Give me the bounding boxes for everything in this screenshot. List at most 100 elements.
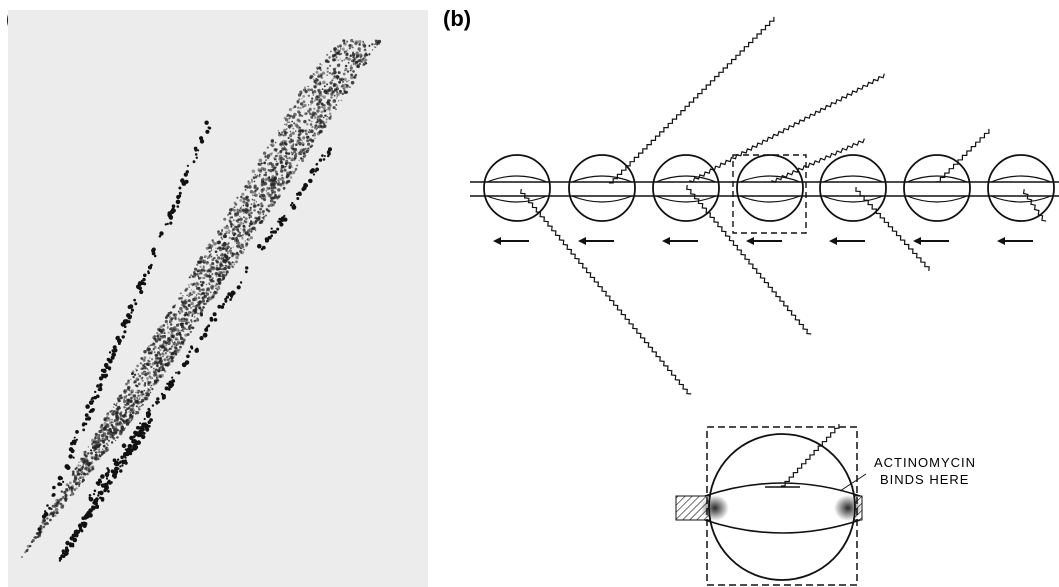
particle [310, 100, 314, 104]
particle [142, 365, 144, 367]
particle [270, 188, 273, 191]
particle [229, 237, 231, 239]
strand [823, 176, 883, 202]
particle [240, 196, 242, 198]
fibre-particle [130, 448, 134, 452]
particle [206, 288, 209, 291]
particle [224, 260, 226, 262]
particle [324, 125, 325, 126]
particle [196, 318, 198, 320]
particle [187, 314, 190, 317]
particle [170, 359, 173, 362]
fibre-particle [195, 153, 198, 156]
particle [75, 482, 78, 485]
particle [203, 260, 206, 263]
fibre-particle [296, 194, 298, 196]
particle [272, 145, 274, 147]
particle [216, 251, 218, 253]
particle [206, 270, 209, 273]
particle [141, 378, 143, 380]
particle [286, 128, 287, 129]
fibre-particle [88, 497, 90, 499]
fibre-particle [205, 130, 209, 134]
particle [222, 268, 225, 271]
particle [122, 419, 125, 422]
particle [281, 174, 283, 176]
particle [247, 187, 249, 189]
particle [162, 352, 165, 355]
particle [120, 394, 122, 396]
particle [328, 89, 331, 92]
particle [326, 109, 327, 110]
particle [259, 159, 263, 163]
particle [131, 415, 134, 418]
particle [303, 144, 304, 145]
particle [160, 346, 162, 348]
particle [305, 133, 308, 136]
particle [285, 143, 287, 145]
particle [81, 474, 82, 475]
particle [286, 156, 287, 157]
fibre-particle [158, 401, 160, 403]
particle [188, 296, 189, 297]
particle [253, 209, 256, 212]
particle [76, 487, 78, 489]
particle [270, 197, 273, 200]
particle [147, 349, 149, 351]
particle [291, 121, 293, 123]
particle [352, 70, 355, 73]
particle [199, 308, 201, 310]
particle [131, 394, 133, 396]
fibre-particle [314, 170, 316, 172]
fibre-particle [52, 486, 56, 490]
particle [146, 377, 149, 380]
particle [87, 452, 89, 454]
particle [134, 374, 136, 376]
particle [180, 344, 181, 345]
particle [324, 85, 326, 87]
particle [91, 443, 93, 445]
strand [740, 176, 800, 202]
particle [157, 369, 160, 372]
particle [233, 209, 236, 212]
particle [166, 349, 169, 352]
fibre-particle [292, 205, 297, 210]
particle [358, 47, 361, 50]
fibre-particle [178, 187, 181, 190]
fibre-particle [91, 397, 94, 400]
binding-site [834, 495, 862, 521]
fibre-particle [172, 204, 176, 208]
particle [115, 440, 116, 441]
particle [298, 152, 301, 155]
particle [203, 269, 205, 271]
particle [180, 292, 182, 294]
fibre-particle [245, 270, 248, 273]
particle [209, 273, 210, 274]
particle [157, 351, 160, 354]
particle [215, 272, 218, 275]
fibre-particle [257, 244, 262, 249]
particle [46, 517, 48, 519]
particle [174, 356, 175, 357]
particle [196, 305, 197, 306]
particle [248, 185, 252, 189]
particle [310, 75, 314, 79]
nascent-chain [687, 185, 811, 334]
fibre-particle [276, 228, 279, 231]
particle [229, 221, 231, 223]
particle [265, 159, 267, 161]
particle [258, 193, 260, 195]
particle [305, 130, 306, 131]
particle [316, 71, 319, 74]
particle [85, 466, 88, 469]
particle [298, 138, 301, 141]
particle [153, 383, 156, 386]
fibre-particle [194, 149, 197, 152]
particle [292, 128, 294, 130]
particle [130, 379, 131, 380]
inset: ACTINOMYCIN BINDS HERE [676, 424, 976, 585]
nascent-chain [1024, 189, 1047, 221]
particle [304, 86, 306, 88]
particle [246, 209, 248, 211]
particle [257, 204, 260, 207]
